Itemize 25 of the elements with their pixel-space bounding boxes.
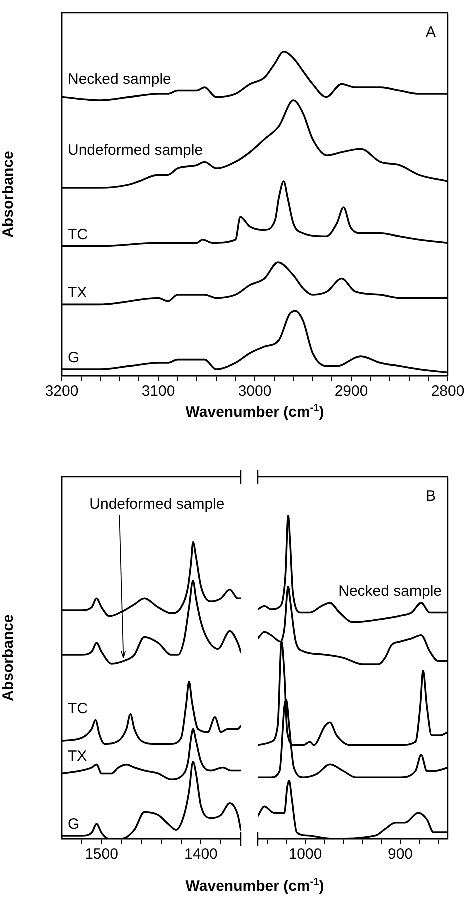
x-tick-label: 900 <box>388 846 414 864</box>
series-label: G <box>68 350 80 367</box>
text: B <box>426 488 436 505</box>
y-axis-title: Absorbance <box>0 614 18 702</box>
text: A <box>426 24 436 41</box>
x-tick-label: 3100 <box>142 383 176 400</box>
series-label: Undeformed sample <box>68 142 204 160</box>
series-label: TC <box>68 226 88 244</box>
series-label: TC <box>68 700 88 718</box>
annotation: Undeformed sample <box>90 496 225 513</box>
x-tick-label: 3200 <box>45 383 79 400</box>
series-label: G <box>68 816 80 834</box>
x-tick-label: 2900 <box>334 383 368 400</box>
x-tick-label: 1500 <box>85 846 118 864</box>
series-label: Necked sample <box>68 70 172 88</box>
x-axis-title: Wavenumber (cm$^{-1}$) <box>186 877 324 895</box>
x-axis-title: Wavenumber (cm$^{-1}$) <box>186 403 324 421</box>
x-tick-label: 2800 <box>431 383 465 400</box>
x-tick-label: 1400 <box>184 846 218 864</box>
series-label: TX <box>68 748 88 765</box>
x-tick-label: 3000 <box>238 383 272 400</box>
series-label: Necked sample <box>338 583 442 600</box>
y-axis-title: Absorbance <box>0 151 18 238</box>
series-label: TX <box>68 284 88 302</box>
x-tick-label: 1000 <box>288 846 322 864</box>
